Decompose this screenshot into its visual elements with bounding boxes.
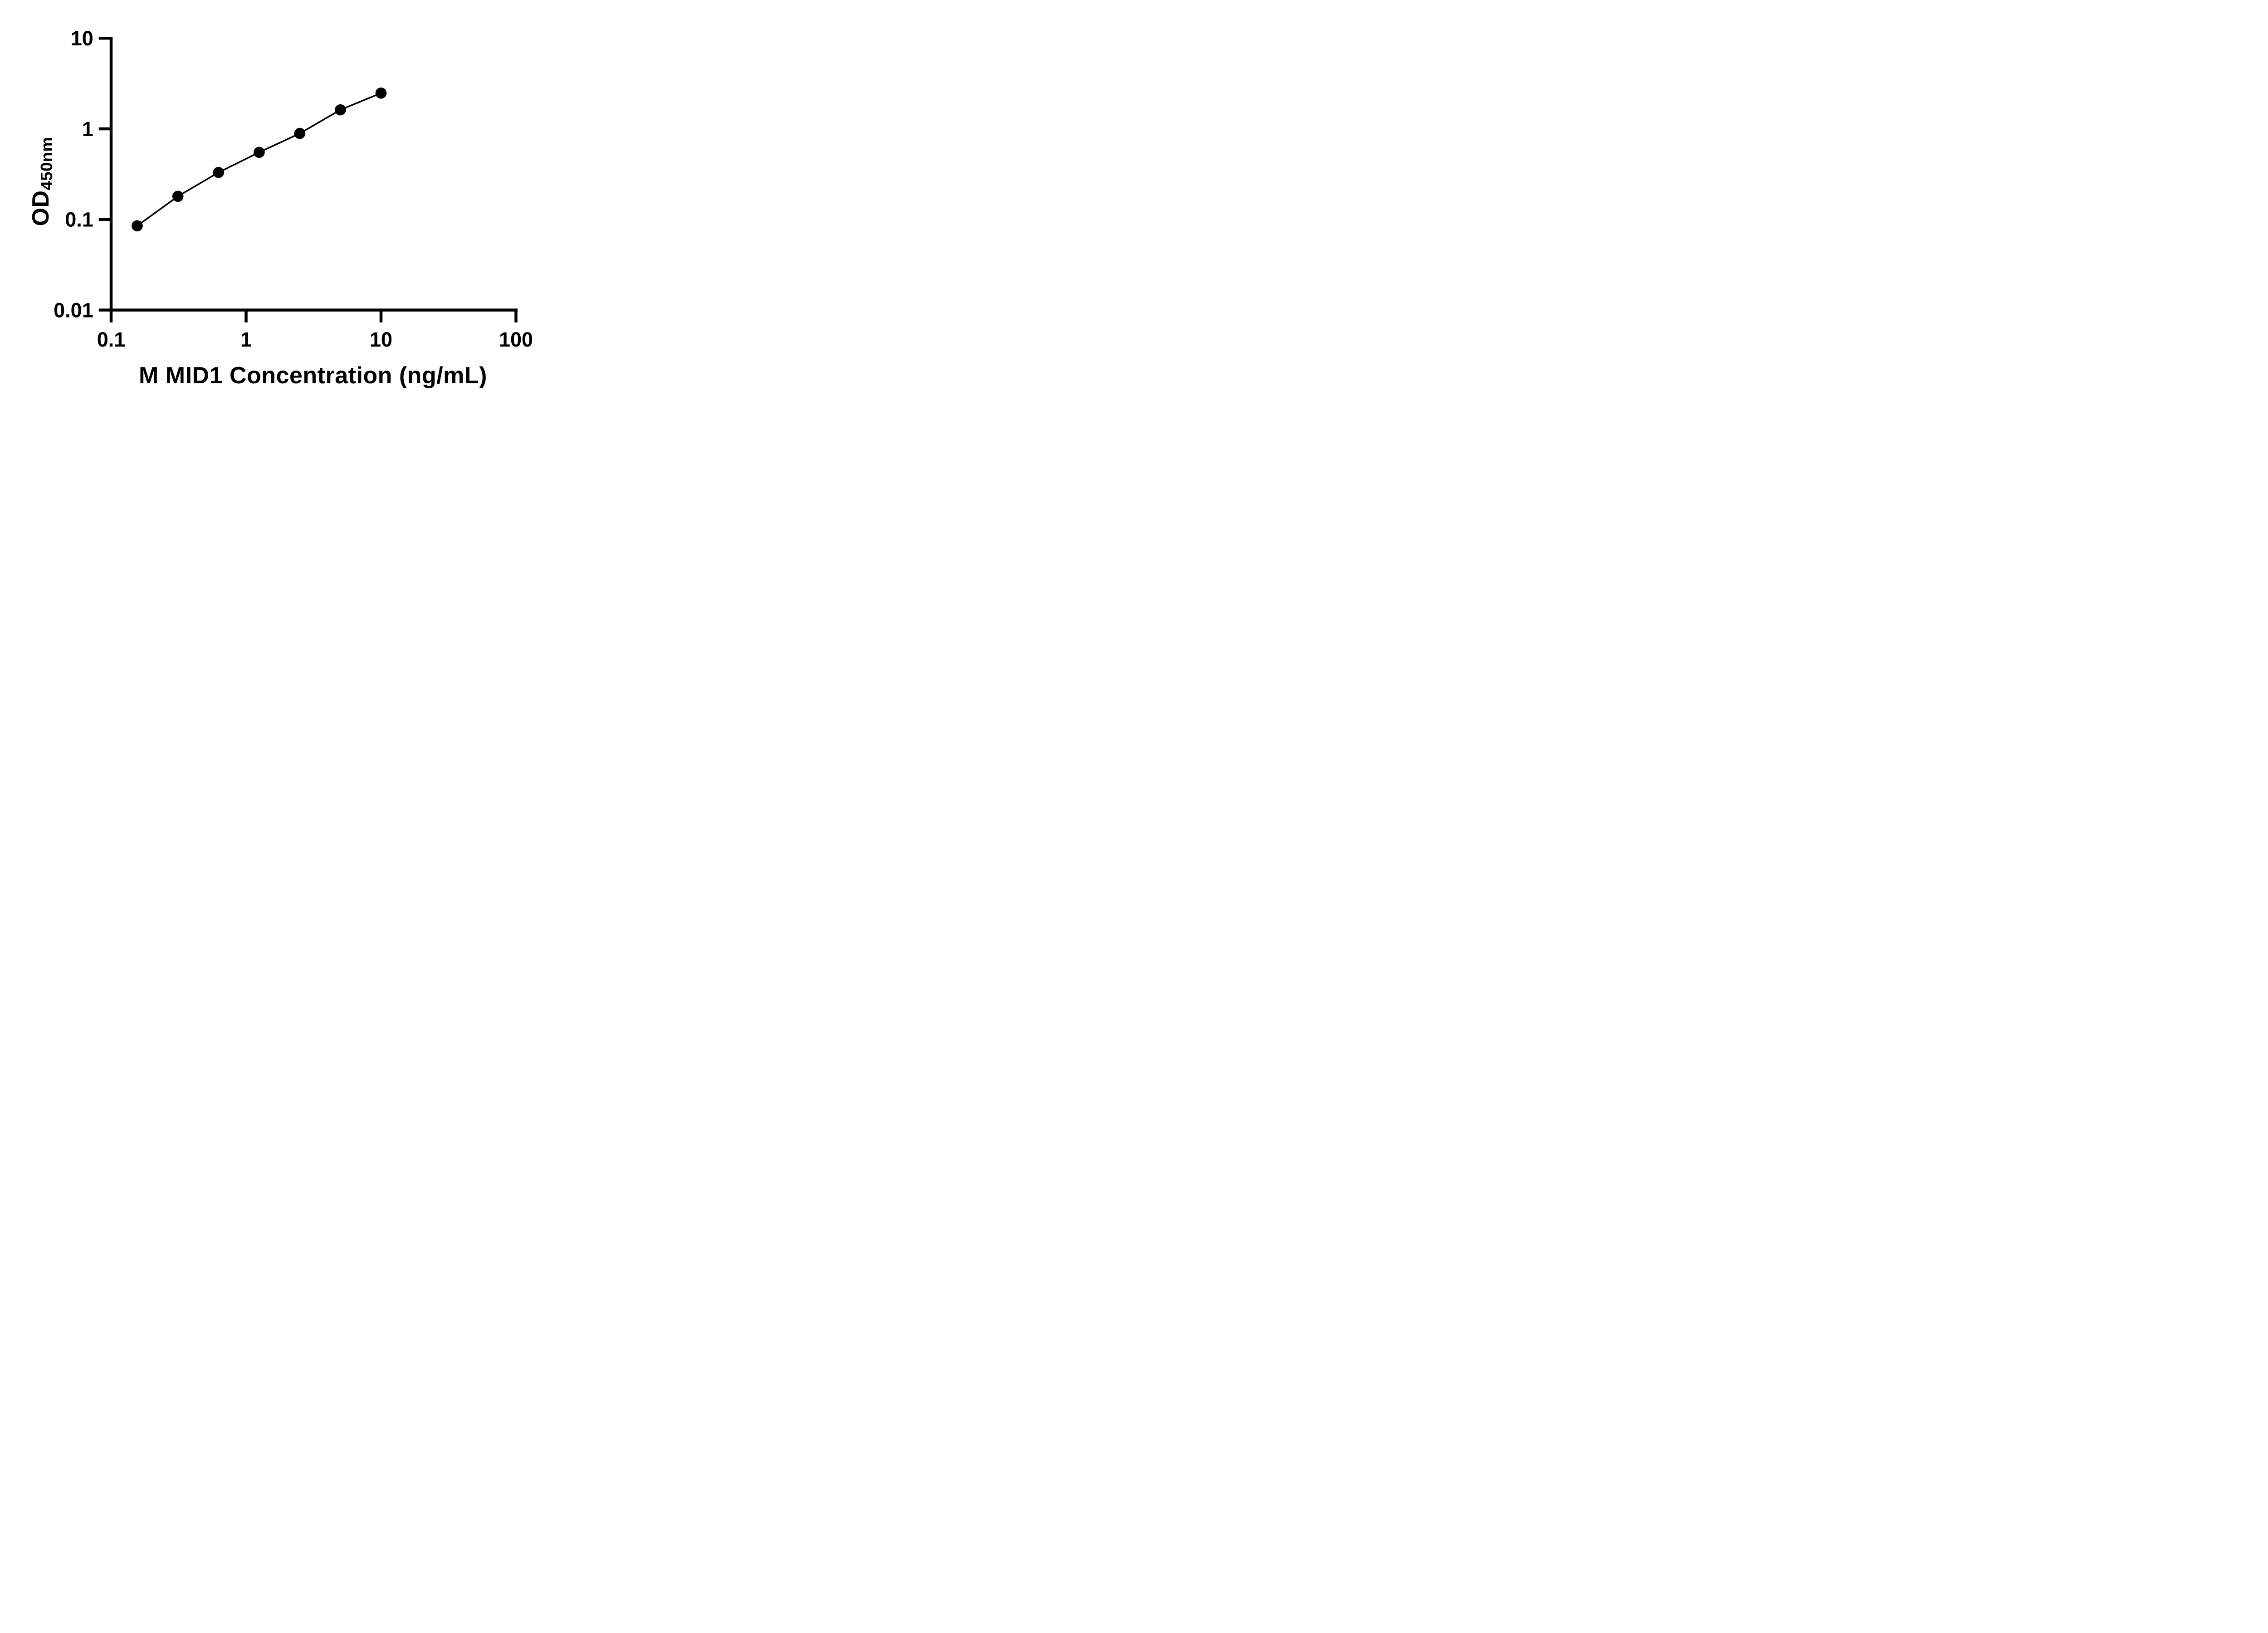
y-axis-title-subscript: 450nm — [37, 137, 56, 191]
x-tick-label-10: 10 — [370, 328, 392, 351]
data-point-2.5 — [294, 127, 306, 139]
data-point-1.25 — [254, 147, 265, 158]
y-tick-label-10: 10 — [71, 27, 93, 50]
y-tick-label-1: 1 — [82, 117, 93, 141]
x-tick-label-1: 1 — [240, 328, 252, 351]
data-point-0.625 — [213, 166, 225, 178]
elisa-standard-curve-figure: 10 1 0.1 0.01 0.1 1 10 100 M MID1 Concentration… — [0, 0, 583, 408]
y-tick-label-0.01: 0.01 — [54, 298, 93, 322]
x-tick-label-100: 100 — [499, 328, 533, 351]
data-point-0.3125 — [172, 191, 184, 202]
y-axis-title: OD450nm — [27, 137, 56, 226]
data-point-0.156 — [132, 220, 143, 232]
x-tick-label-0.1: 0.1 — [97, 328, 126, 351]
x-axis-title-text: M MID1 Concentration (ng/mL) — [139, 362, 487, 389]
data-point-10 — [375, 87, 387, 99]
y-axis-title-main: OD — [28, 190, 54, 226]
x-axis-title: M MID1 Concentration (ng/mL) — [139, 362, 487, 389]
y-tick-label-0.1: 0.1 — [65, 208, 93, 231]
data-point-5 — [335, 104, 346, 116]
